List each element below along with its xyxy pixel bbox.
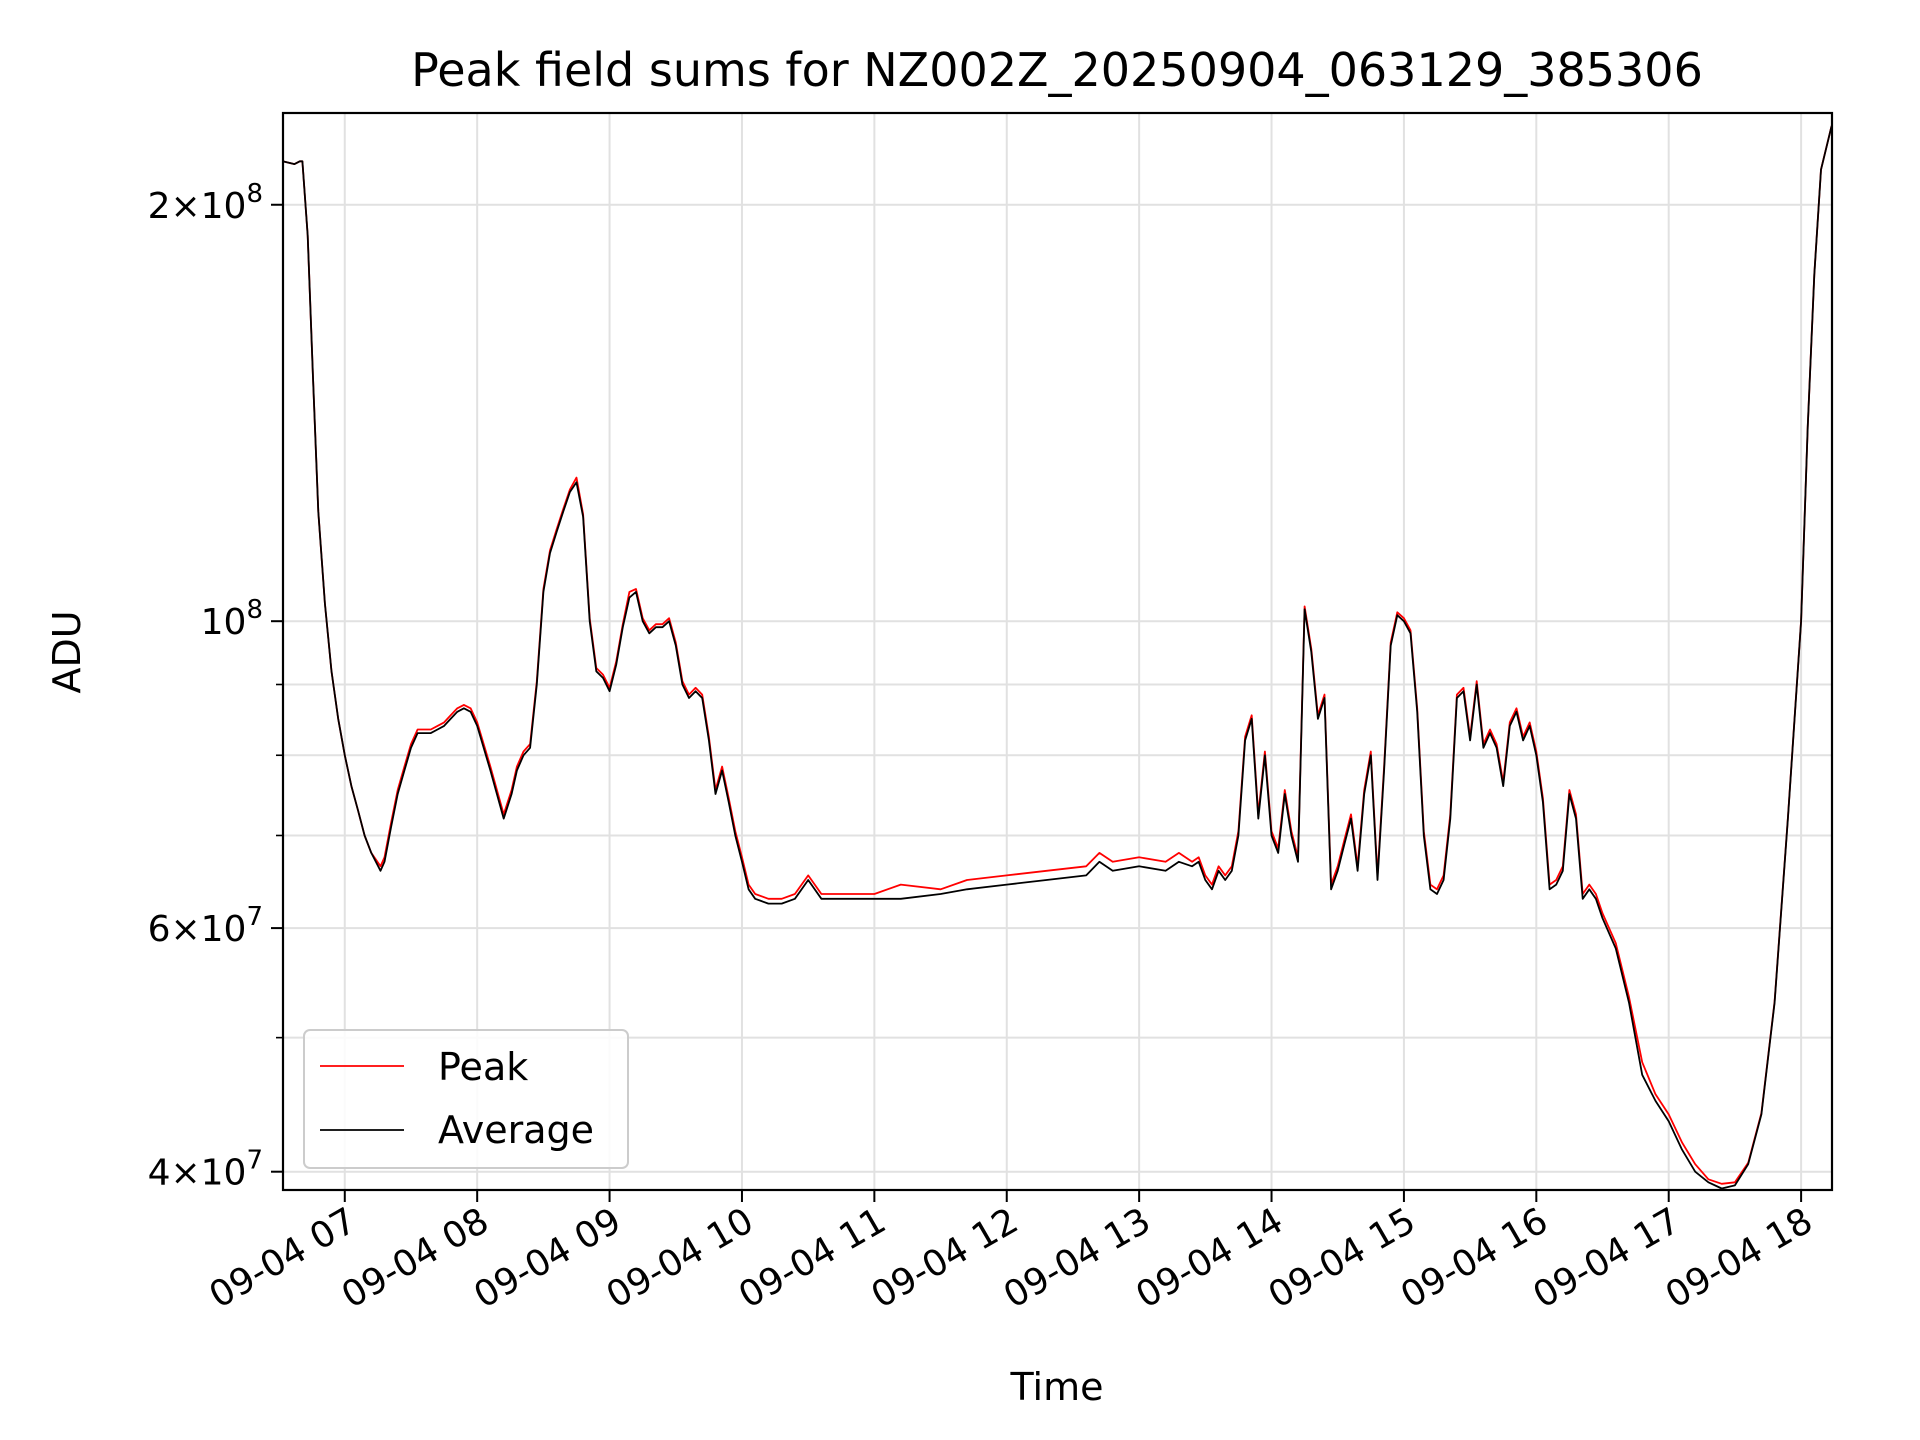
chart-title: Peak field sums for NZ002Z_20250904_0631… <box>411 43 1703 97</box>
grid <box>283 113 1832 1190</box>
y-tick-label: 6×107 <box>148 903 263 951</box>
legend-label-average: Average <box>438 1108 594 1152</box>
y-tick-label: 4×107 <box>148 1146 263 1194</box>
plot-frame <box>281 111 1834 1192</box>
legend: Peak Average <box>303 1029 629 1169</box>
x-axis-label: Time <box>1010 1365 1104 1409</box>
series-line-average <box>282 125 1833 1190</box>
series-layer <box>282 125 1833 1190</box>
legend-box <box>303 1029 629 1169</box>
y-tick-label: 2×108 <box>148 179 263 227</box>
y-axis-label: ADU <box>45 610 89 693</box>
legend-label-peak: Peak <box>438 1045 528 1089</box>
